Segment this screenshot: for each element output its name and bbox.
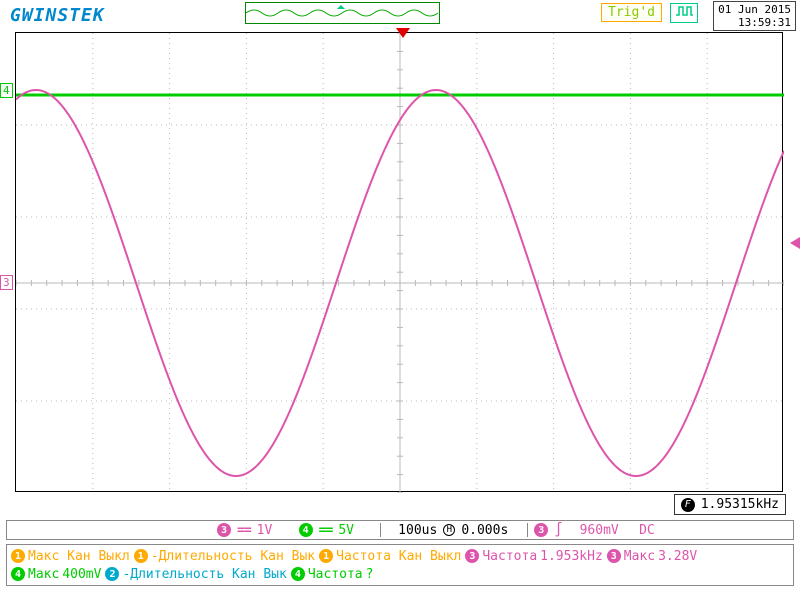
trigger-level-marker: [790, 237, 800, 249]
trig-level: 960mV: [569, 523, 619, 538]
freq-value: 1.95315kHz: [701, 497, 779, 512]
meas-ch-badge: 1: [11, 549, 25, 563]
datetime: 01 Jun 2015 13:59:31: [713, 1, 796, 31]
meas-ch-badge: 4: [11, 567, 25, 581]
meas-label: Макс: [28, 567, 59, 582]
ch4-coupling-icon: ==: [319, 523, 333, 538]
ch3-coupling-icon: ==: [237, 523, 251, 538]
meas-ch-badge: 3: [607, 549, 621, 563]
trigger-position-marker: [396, 28, 410, 38]
meas-label: Частота Кан Выкл: [336, 549, 461, 564]
meas-label: -Длительность Кан Вык: [122, 567, 286, 582]
ch4-badge: 4: [299, 523, 313, 537]
time: 13:59:31: [718, 16, 791, 29]
run-mode-icon: [670, 3, 698, 23]
meas-value: 1.953kHz: [540, 549, 603, 564]
timebase-pos: 0.000s: [461, 523, 521, 538]
meas-value: 400mV: [62, 567, 101, 582]
meas-label: Частота: [482, 549, 537, 564]
freq-icon: F: [681, 498, 695, 512]
meas-label: -Длительность Кан Вык: [151, 549, 315, 564]
measurement-item: 2-Длительность Кан Вык: [105, 565, 286, 583]
ch3-ground-marker: 3: [0, 275, 13, 290]
ch3-scale: 1V: [257, 523, 293, 538]
measurement-item: 4Частота ?: [291, 565, 374, 583]
measurement-item: 3Макс 3.28V: [607, 547, 697, 565]
trig-source-badge: 3: [534, 523, 548, 537]
meas-ch-badge: 2: [105, 567, 119, 581]
waveform-preview: [245, 2, 440, 24]
meas-ch-badge: 1: [134, 549, 148, 563]
measurement-item: 1-Длительность Кан Вык: [134, 547, 315, 565]
channel-info-bar: 3 == 1V 4 == 5V 100us H 0.000s 3 ∫ 960mV…: [6, 520, 794, 540]
trig-coupling: DC: [625, 523, 655, 538]
timebase-div: 100us: [387, 523, 437, 538]
meas-value: ?: [366, 567, 374, 582]
logo: GWINSTEK: [0, 5, 115, 26]
ch4-ground-marker: 4: [0, 83, 13, 98]
meas-ch-badge: 3: [465, 549, 479, 563]
waveform-display[interactable]: [15, 32, 783, 492]
trig-edge-icon: ∫: [554, 522, 562, 538]
trigger-status: Trig'd: [601, 3, 662, 22]
meas-label: Частота: [308, 567, 363, 582]
meas-ch-badge: 4: [291, 567, 305, 581]
ch4-scale: 5V: [338, 523, 374, 538]
meas-label: Макс Кан Выкл: [28, 549, 130, 564]
horizontal-icon: H: [443, 524, 455, 536]
meas-value: 3.28V: [658, 549, 697, 564]
meas-label: Макс: [624, 549, 655, 564]
measurement-item: 4Макс 400mV: [11, 565, 101, 583]
meas-ch-badge: 1: [319, 549, 333, 563]
frequency-counter: F 1.95315kHz: [674, 494, 786, 515]
measurement-item: 1Частота Кан Выкл: [319, 547, 461, 565]
measurement-item: 3Частота 1.953kHz: [465, 547, 602, 565]
measurement-item: 1Макс Кан Выкл: [11, 547, 130, 565]
ch3-badge: 3: [217, 523, 231, 537]
date: 01 Jun 2015: [718, 3, 791, 16]
measurements-bar: 1Макс Кан Выкл1-Длительность Кан Вык1Час…: [6, 544, 794, 586]
